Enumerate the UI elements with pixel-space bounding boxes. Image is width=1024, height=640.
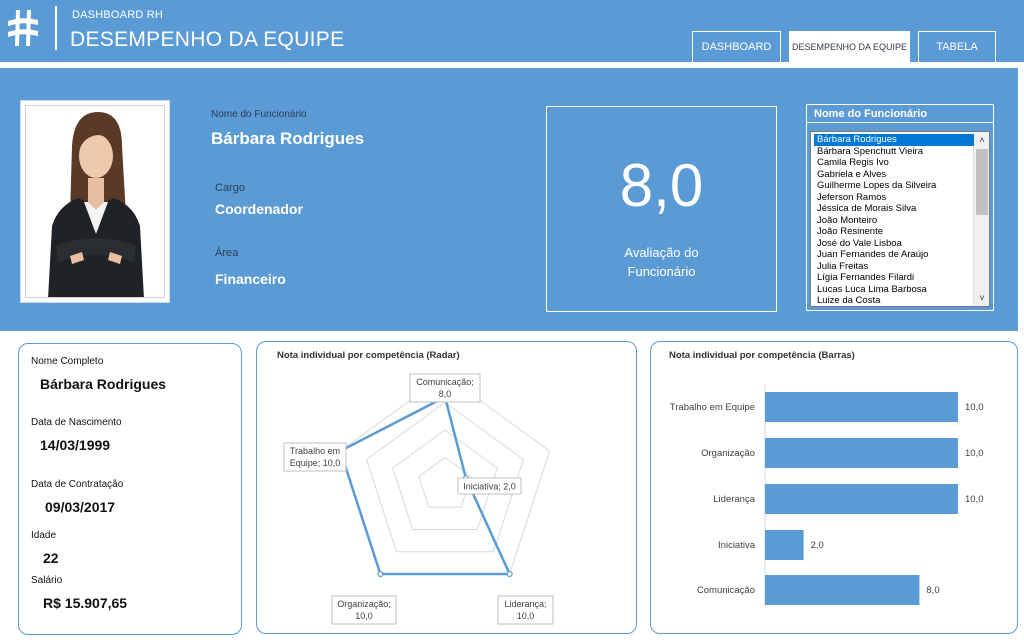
employee-name: Bárbara Rodrigues — [211, 129, 365, 148]
employee-details-card: Nome Completo Bárbara Rodrigues Data de … — [18, 343, 242, 635]
employee-selector-panel: Nome do Funcionário ˄ ˅ Bárbara Rodrigue… — [806, 104, 994, 311]
age-value: 22 — [43, 550, 59, 566]
hire-value: 09/03/2017 — [45, 499, 116, 515]
bar-category-label: Liderança — [713, 494, 755, 505]
name-label: Nome do Funcionário — [211, 109, 307, 120]
bar-chart-card: Nota individual por competência (Barras)… — [650, 341, 1018, 634]
bar-category-label: Organização — [701, 448, 755, 459]
age-label: Idade — [31, 530, 57, 541]
app-title: DASHBOARD RH — [72, 9, 164, 21]
svg-text:Comunicação;: Comunicação; — [416, 377, 474, 387]
svg-text:Iniciativa; 2,0: Iniciativa; 2,0 — [463, 482, 516, 492]
employee-list-item[interactable]: Luize da Costa — [817, 295, 881, 306]
radar-grid-ring — [418, 456, 472, 508]
bar-category-label: Comunicação — [697, 585, 755, 596]
radar-data-label: Comunicação; 8,0 — [409, 373, 481, 403]
scroll-down-icon[interactable]: ˅ — [979, 293, 985, 303]
bar-value-label: 10,0 — [965, 494, 984, 505]
listbox-scrollbar[interactable]: ˄ ˅ — [973, 132, 989, 306]
salary-label: Salário — [31, 575, 63, 586]
bar-chart-title: Nota individual por competência (Barras) — [669, 350, 855, 361]
employee-list-item[interactable]: Guilherme Lopes da Silveira — [817, 180, 937, 191]
header-divider — [0, 62, 1024, 66]
score-label-line2: Funcionário — [627, 264, 696, 279]
radar-grid-ring — [392, 429, 498, 530]
employee-photo-frame — [20, 100, 170, 303]
employee-list-item[interactable]: Julia Freitas — [817, 260, 869, 272]
employee-list-item[interactable]: João Resinente — [817, 226, 884, 237]
bar-category-label: Iniciativa — [718, 540, 756, 551]
bar-category-label: Trabalho em Equipe — [670, 402, 755, 413]
employee-selector-header: Nome do Funcionário — [807, 105, 993, 123]
svg-text:Equipe; 10,0: Equipe; 10,0 — [290, 458, 341, 468]
radar-grid-ring — [365, 401, 525, 553]
score-value: 8,0 — [619, 152, 704, 219]
radar-data-label: Liderança; 10,0 — [497, 595, 554, 625]
tab-desempenho-da-equipe[interactable]: DESEMPENHO DA EQUIPE — [789, 31, 910, 63]
employee-list-item[interactable]: João Monteiro — [817, 214, 878, 226]
radar-data-label: Trabalho em Equipe; 10,0 — [283, 442, 347, 472]
role-label: Cargo — [215, 182, 245, 194]
employee-list-item[interactable]: Juan Fernandes de Araújo — [817, 249, 929, 260]
full-name-label: Nome Completo — [31, 356, 104, 367]
employee-listbox[interactable]: ˄ ˅ Bárbara Rodrigues Bárbara Spenchutt V… — [810, 131, 990, 307]
scroll-up-icon[interactable]: ˄ — [979, 135, 985, 145]
employee-area: Financeiro — [215, 271, 286, 287]
hashtag-logo-icon — [8, 10, 38, 46]
app-header: DASHBOARD RH DESEMPENHO DA EQUIPE DASHBO… — [0, 0, 1024, 63]
page-title: DESEMPENHO DA EQUIPE — [70, 28, 345, 51]
hire-label: Data de Contratação — [31, 479, 124, 490]
birth-value: 14/03/1999 — [40, 437, 111, 453]
area-label: Área — [215, 247, 239, 259]
radar-series-line — [339, 395, 511, 576]
salary-value: R$ 15.907,65 — [43, 595, 128, 611]
employee-list-item[interactable]: Camila Regis Ivo — [817, 157, 889, 168]
svg-text:8,0: 8,0 — [439, 389, 452, 399]
radar-chart-title: Nota individual por competência (Radar) — [277, 350, 460, 361]
bar-value-label: 10,0 — [965, 402, 984, 413]
bar — [765, 530, 804, 560]
birth-label: Data de Nascimento — [31, 417, 122, 428]
score-box: 8,0 Avaliação do Funcionário — [546, 106, 777, 312]
tab-dashboard[interactable]: DASHBOARD — [692, 31, 781, 63]
employee-list-item[interactable]: Jéssica de Morais Silva — [817, 203, 917, 214]
employee-list-item[interactable]: Gabriela e Alves — [817, 168, 887, 180]
bar-value-label: 10,0 — [965, 448, 984, 459]
radar-chart-card: Nota individual por competência (Radar) … — [256, 341, 637, 634]
svg-text:10,0: 10,0 — [517, 611, 535, 621]
bar — [765, 438, 958, 468]
employee-list-item[interactable]: Bárbara Rodrigues — [814, 134, 974, 146]
svg-text:10,0: 10,0 — [355, 611, 373, 621]
full-name-value: Bárbara Rodrigues — [40, 376, 167, 392]
bar — [765, 392, 958, 422]
employee-list-item[interactable]: Jeferson Ramos — [817, 191, 887, 203]
bar — [765, 484, 958, 514]
scroll-thumb[interactable] — [976, 149, 988, 215]
svg-text:Liderança;: Liderança; — [504, 599, 546, 609]
radar-chart: Comunicação; 8,0 Iniciativa; 2,0 Liderança;… — [283, 373, 554, 625]
bar-value-label: 8,0 — [926, 585, 939, 596]
radar-data-label: Iniciativa; 2,0 — [457, 477, 522, 495]
employee-role: Coordenador — [215, 201, 303, 217]
radar-point — [377, 570, 384, 578]
radar-data-label: Organização; 10,0 — [331, 595, 397, 625]
employee-photo — [25, 105, 165, 298]
employee-list-item[interactable]: Lucas Luca Lima Barbosa — [817, 283, 927, 295]
employee-list-item[interactable]: Lígia Fernandes Filardi — [817, 272, 915, 283]
bar-value-label: 2,0 — [811, 540, 824, 551]
radar-point — [506, 570, 513, 578]
employee-photo-illustration — [26, 106, 164, 297]
bar-chart: Trabalho em Equipe 10,0 Organização 10,0 Lid… — [670, 385, 984, 607]
employee-list-item[interactable]: Bárbara Spenchutt Vieira — [817, 145, 923, 157]
header-separator — [55, 6, 57, 50]
score-label-line1: Avaliação do — [624, 245, 699, 260]
svg-text:Trabalho em: Trabalho em — [290, 446, 340, 456]
svg-text:Organização;: Organização; — [337, 599, 391, 609]
employee-list-item[interactable]: José do Vale Lisboa — [817, 237, 902, 249]
score-label: Avaliação do Funcionário — [547, 243, 776, 281]
bar — [765, 575, 920, 605]
tab-tabela[interactable]: TABELA — [918, 31, 996, 63]
